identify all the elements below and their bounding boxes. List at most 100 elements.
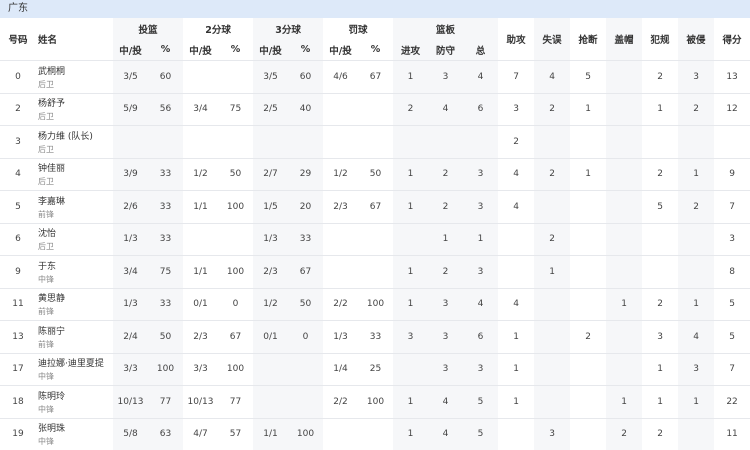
stat-cell: 7 <box>714 190 750 223</box>
stat-cell: 1 <box>428 222 464 256</box>
stat-cell <box>498 222 535 256</box>
stat-cell: 10/13 <box>183 385 219 418</box>
stat-cell: 1/1 <box>253 417 289 450</box>
player-cell: 钟佳丽 后卫 <box>36 157 113 191</box>
stat-cell <box>534 320 571 353</box>
stat-cell <box>714 125 750 158</box>
stat-cell: 56 <box>148 92 184 126</box>
stat-cell: 3/5 <box>113 60 148 93</box>
stat-cell: 4 <box>428 92 464 126</box>
stat-cell: 1/1 <box>183 255 219 288</box>
stat-cell: 2 <box>642 417 679 450</box>
stat-cell: 2 <box>534 157 571 191</box>
stat-cell <box>606 60 643 93</box>
stat-cell: 1 <box>393 385 429 418</box>
column-subheader: % <box>288 39 324 61</box>
stat-cell: 4 <box>428 417 464 450</box>
stat-cell: 3 <box>463 190 499 223</box>
stat-cell <box>218 125 254 158</box>
stat-cell: 5 <box>714 320 750 353</box>
stat-cell: 1 <box>393 157 429 191</box>
stat-cell: 9 <box>714 157 750 191</box>
column-subheader: 中/投 <box>329 45 352 57</box>
stat-cell: 77 <box>148 385 184 418</box>
team-bar: 广东 <box>0 0 750 18</box>
player-row: 9 于东 中锋 3/4 75 1/1 100 2/3 67 1 2 3 1 8 <box>0 255 750 288</box>
stat-cell: 1/2 <box>323 157 359 191</box>
player-cell: 沈怡 后卫 <box>36 222 113 256</box>
column-subheader: % <box>370 44 381 55</box>
stat-cell: 3 <box>428 287 464 321</box>
jersey-number: 6 <box>0 222 36 256</box>
stat-cell <box>218 60 254 93</box>
jersey-number: 18 <box>0 385 36 418</box>
player-position: 中锋 <box>38 437 54 447</box>
stat-cell: 1/4 <box>323 352 359 386</box>
stat-cell: 33 <box>358 320 394 353</box>
stat-cell: 50 <box>148 320 184 353</box>
stat-cell <box>570 190 607 223</box>
stat-cell: 2 <box>606 417 643 450</box>
stat-cell: 0 <box>288 320 324 353</box>
player-name: 黄思静 <box>38 294 66 305</box>
stat-cell: 7 <box>714 352 750 386</box>
stat-cell: 2 <box>534 222 571 256</box>
stat-cell: 2/6 <box>113 190 148 223</box>
stat-cell: 2 <box>678 92 715 126</box>
column-header: 篮板 <box>393 18 499 39</box>
jersey-number: 3 <box>0 125 36 158</box>
player-position: 前锋 <box>38 339 54 349</box>
stat-cell: 2 <box>642 157 679 191</box>
stat-cell: 67 <box>218 320 254 353</box>
stat-cell: 2 <box>570 320 607 353</box>
stat-cell: 5 <box>714 287 750 321</box>
stat-cell: 1 <box>393 417 429 450</box>
stat-cell: 4 <box>678 320 715 353</box>
stat-cell: 1/3 <box>113 222 148 256</box>
stat-cell <box>678 255 715 288</box>
stat-cell: 13 <box>714 60 750 93</box>
stat-cell: 1 <box>393 255 429 288</box>
stat-cell: 1 <box>678 287 715 321</box>
stat-cell: 1 <box>498 320 535 353</box>
stat-cell: 5 <box>570 60 607 93</box>
stat-cell: 67 <box>358 190 394 223</box>
stat-cell: 3 <box>498 92 535 126</box>
stat-cell: 10/13 <box>113 385 148 418</box>
player-cell: 李嘉琳 前锋 <box>36 190 113 223</box>
stat-cell: 3 <box>428 352 464 386</box>
player-position: 前锋 <box>38 209 54 219</box>
stat-cell: 3/3 <box>113 352 148 386</box>
box-score-table: 号码 姓名 投篮 2分球 3分球 罚球 篮板 助攻 失误 抢断 盖帽 犯规 被侵 得分 中/投% 中/投% 中/… <box>0 18 750 450</box>
stat-cell: 8 <box>714 255 750 288</box>
player-name: 陈明玲 <box>38 391 66 402</box>
stat-cell: 4 <box>498 157 535 191</box>
stat-cell <box>323 222 359 256</box>
stat-cell: 2 <box>678 190 715 223</box>
stat-cell: 3/3 <box>183 352 219 386</box>
stat-cell: 4 <box>463 287 499 321</box>
stat-cell: 7 <box>498 60 535 93</box>
player-position: 后卫 <box>38 242 54 252</box>
stat-cell: 2 <box>428 190 464 223</box>
stat-cell: 1/3 <box>253 222 289 256</box>
stat-cell <box>393 222 429 256</box>
jersey-number: 19 <box>0 417 36 450</box>
stat-cell: 2/2 <box>323 385 359 418</box>
player-cell: 杨舒予 后卫 <box>36 92 113 126</box>
stat-cell: 2/3 <box>183 320 219 353</box>
stat-cell: 12 <box>714 92 750 126</box>
stat-cell: 1 <box>678 385 715 418</box>
stat-cell: 4 <box>534 60 571 93</box>
column-header: 得分 <box>722 35 742 46</box>
stat-cell <box>606 190 643 223</box>
stat-cell: 50 <box>218 157 254 191</box>
player-row: 11 黄思静 前锋 1/3 33 0/1 0 1/2 50 2/2 100 1 3 4 4 1 2 1 5 <box>0 287 750 321</box>
stat-cell <box>678 222 715 256</box>
stat-cell <box>606 92 643 126</box>
stat-cell <box>183 60 219 93</box>
player-position: 前锋 <box>38 307 54 317</box>
player-row: 0 武桐桐 后卫 3/5 60 3/5 60 4/6 67 1 3 4 7 4 5 2 3 13 <box>0 60 750 93</box>
player-row: 13 陈丽宁 前锋 2/4 50 2/3 67 0/1 0 1/3 33 3 3 6 1 2 3 4 5 <box>0 320 750 353</box>
stat-cell: 0/1 <box>183 287 219 321</box>
